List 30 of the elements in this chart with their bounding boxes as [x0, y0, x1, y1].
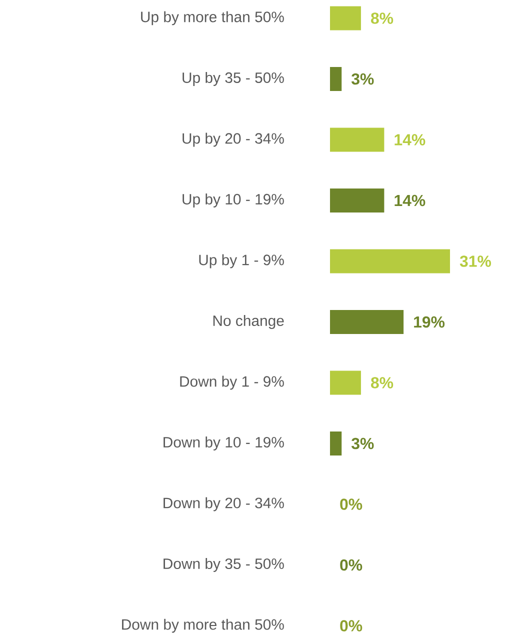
- data-label: 3%: [351, 73, 374, 85]
- data-label: 0%: [340, 498, 362, 510]
- y-tick-label: Up by 1 - 9%: [199, 254, 284, 268]
- bar: [330, 432, 342, 456]
- data-label: 19%: [414, 316, 445, 328]
- bar: [330, 6, 361, 30]
- bar: [330, 128, 384, 152]
- data-label: 14%: [394, 134, 426, 146]
- data-label: 31%: [460, 256, 491, 267]
- data-label: 0%: [340, 559, 362, 571]
- y-tick-label: Up by more than 50%: [141, 11, 284, 26]
- y-tick-label: Down by more than 50%: [122, 618, 284, 633]
- data-label: 14%: [394, 194, 426, 206]
- y-tick-label: Down by 1 - 9%: [180, 376, 284, 390]
- y-tick-label: Up by 20 - 34%: [182, 132, 284, 147]
- y-tick-label: Up by 10 - 19%: [182, 194, 284, 208]
- data-label: 0%: [340, 620, 362, 632]
- data-label: 3%: [351, 438, 374, 450]
- y-tick-label: Down by 10 - 19%: [164, 436, 284, 450]
- y-tick-label: Down by 20 - 34%: [164, 497, 284, 512]
- y-tick-label: Up by 35 - 50%: [182, 72, 284, 86]
- y-tick-label: Down by 35 - 50%: [164, 558, 284, 572]
- y-tick-label: No change: [213, 315, 284, 329]
- data-label: 8%: [370, 12, 394, 24]
- bar: [330, 370, 361, 395]
- data-label: 8%: [370, 377, 394, 388]
- bar: [330, 249, 450, 274]
- bar: [330, 310, 404, 334]
- bar: [330, 188, 384, 212]
- bar: [330, 66, 342, 91]
